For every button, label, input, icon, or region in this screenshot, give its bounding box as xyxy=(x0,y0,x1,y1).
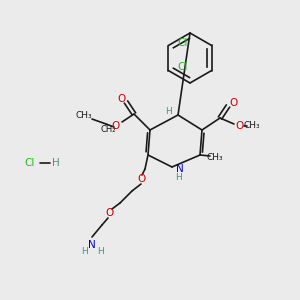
Text: O: O xyxy=(118,94,126,104)
Text: O: O xyxy=(229,98,237,108)
Text: CH₃: CH₃ xyxy=(76,112,92,121)
Text: H: H xyxy=(176,172,182,182)
Text: N: N xyxy=(88,240,96,250)
Text: O: O xyxy=(236,121,244,131)
Text: Cl: Cl xyxy=(25,158,35,168)
Text: O: O xyxy=(138,174,146,184)
Text: H: H xyxy=(81,248,87,256)
Text: H: H xyxy=(166,107,172,116)
Text: Cl: Cl xyxy=(177,38,188,49)
Text: H: H xyxy=(52,158,60,168)
Text: N: N xyxy=(176,164,184,174)
Text: Cl: Cl xyxy=(177,61,188,71)
Text: H: H xyxy=(97,248,104,256)
Text: CH₃: CH₃ xyxy=(207,152,223,161)
Text: CH₂: CH₂ xyxy=(100,124,116,134)
Text: O: O xyxy=(112,121,120,131)
Text: O: O xyxy=(106,208,114,218)
Text: CH₃: CH₃ xyxy=(244,122,260,130)
